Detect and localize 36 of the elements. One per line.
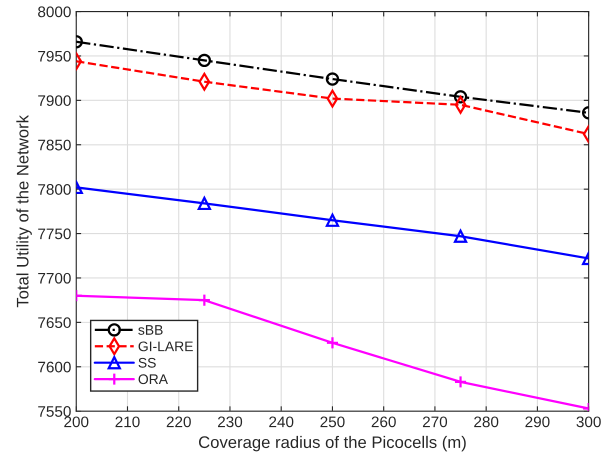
legend-label: ORA xyxy=(138,374,168,384)
point xyxy=(326,72,340,86)
x-tick-label: 210 xyxy=(116,416,140,428)
point xyxy=(198,196,212,210)
y-tick-label: 7750 xyxy=(38,228,71,240)
point xyxy=(454,375,468,389)
x-tick-label: 280 xyxy=(474,416,498,428)
x-tick-label: 290 xyxy=(525,416,550,428)
y-tick-label: 7600 xyxy=(38,362,71,372)
point xyxy=(454,90,468,104)
x-tick-label: 230 xyxy=(218,416,242,428)
x-tick-label: 250 xyxy=(320,416,345,428)
legend-label: sBB xyxy=(138,325,163,335)
y-tick-label: 7850 xyxy=(38,140,71,150)
y-axis-title: Total Utility of the Network xyxy=(16,115,32,308)
x-axis-title: Coverage radius of the Picocells (m) xyxy=(198,436,466,452)
x-tick-label: 300 xyxy=(576,416,601,428)
point xyxy=(454,230,468,243)
point xyxy=(326,336,340,350)
y-tick-label: 7550 xyxy=(38,406,71,417)
y-tick-label: 8000 xyxy=(38,6,71,18)
y-tick-label: 7900 xyxy=(38,95,71,106)
x-tick-label: 270 xyxy=(422,416,448,428)
x-tick-label: 260 xyxy=(372,416,396,428)
legend-label: GI-LARE xyxy=(138,341,193,352)
y-tick-label: 7800 xyxy=(38,184,71,195)
point xyxy=(198,294,212,307)
y-tick-label: 7700 xyxy=(38,272,71,284)
legend-label: SS xyxy=(138,358,156,368)
point xyxy=(326,214,340,227)
x-tick-label: 240 xyxy=(269,416,294,428)
point xyxy=(198,54,212,68)
x-tick-label: 200 xyxy=(64,416,88,428)
y-tick-label: 7950 xyxy=(38,50,71,62)
x-tick-label: 220 xyxy=(166,416,191,428)
y-tick-label: 7650 xyxy=(38,317,71,328)
